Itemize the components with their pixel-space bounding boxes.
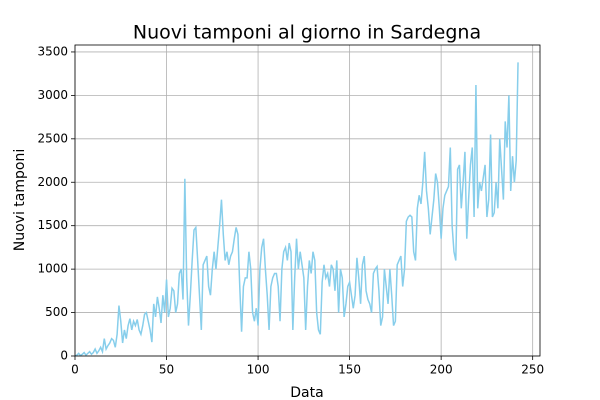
plot-frame [74, 44, 541, 357]
x-axis-label: Data [290, 385, 323, 400]
x-tick-label: 0 [71, 363, 79, 377]
x-tick-label: 150 [338, 363, 361, 377]
y-tick-label: 3500 [37, 44, 68, 58]
data-line [74, 62, 519, 357]
y-tick-label: 500 [45, 305, 68, 319]
y-tick-label: 2000 [37, 175, 68, 189]
y-tick-label: 0 [60, 349, 68, 363]
x-tick-label: 250 [521, 363, 544, 377]
y-tick-label: 1500 [37, 218, 68, 232]
y-tick-label: 2500 [37, 131, 68, 145]
y-tick-label: 3000 [37, 88, 68, 102]
y-axis-label: Nuovi tamponi [12, 149, 28, 251]
y-tick-label: 1000 [37, 262, 68, 276]
chart-title: Nuovi tamponi al giorno in Sardegna [133, 22, 481, 44]
x-tick-label: 100 [247, 363, 270, 377]
x-tick-label: 200 [430, 363, 453, 377]
x-tick-label: 50 [159, 363, 174, 377]
